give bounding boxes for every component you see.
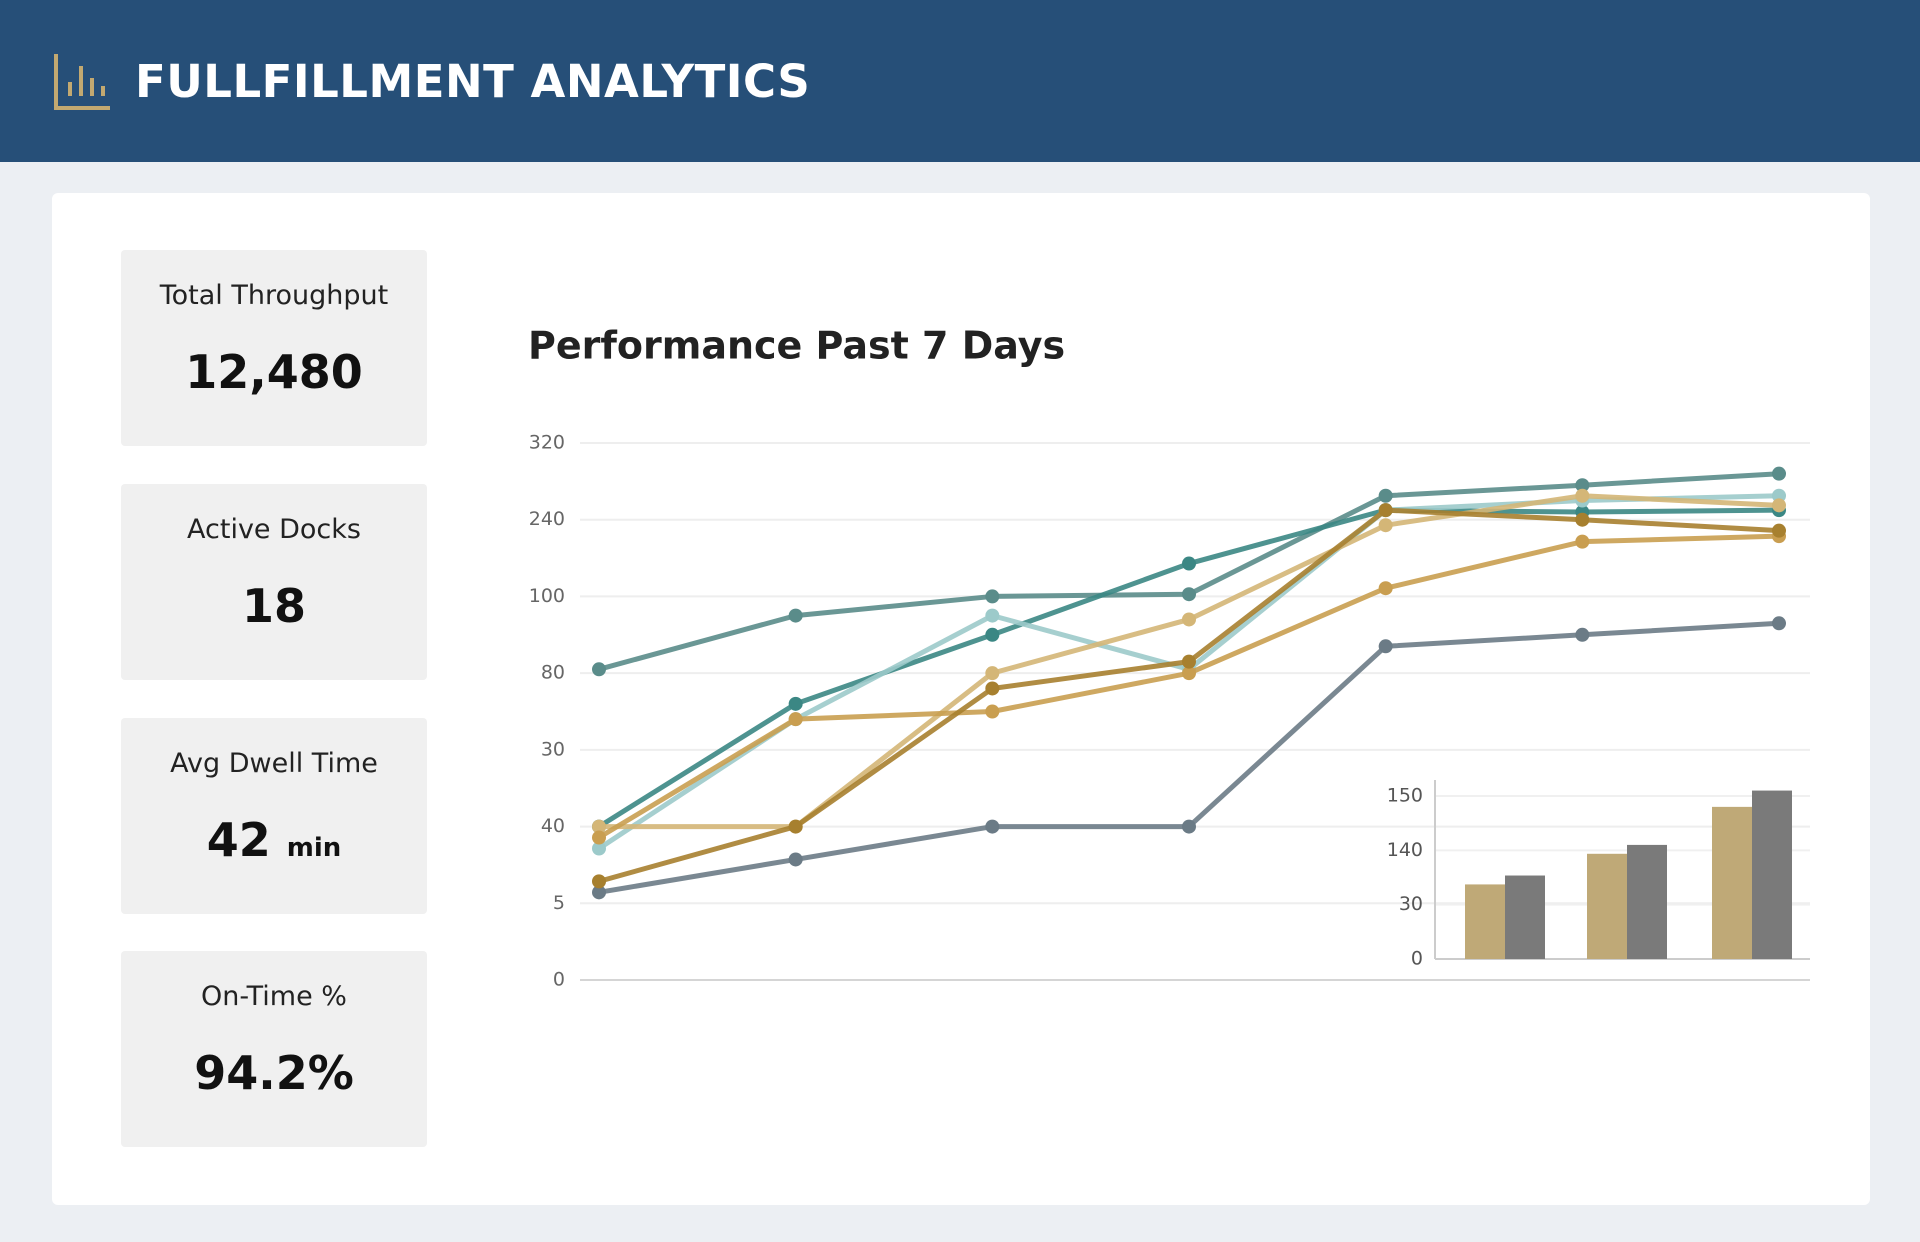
kpi-label: On-Time % xyxy=(201,981,347,1012)
data-point xyxy=(1378,639,1393,654)
data-point xyxy=(788,608,803,623)
y-tick-label: 0 xyxy=(553,969,565,991)
bar xyxy=(1505,875,1545,959)
data-point xyxy=(985,666,1000,681)
header-title: FULLFILLMENT ANALYTICS xyxy=(135,55,811,108)
data-point xyxy=(592,662,606,677)
data-point xyxy=(592,874,606,889)
data-point xyxy=(1772,498,1786,513)
data-point xyxy=(985,704,1000,719)
y-tick-label: 30 xyxy=(1399,893,1423,915)
data-point xyxy=(1575,488,1590,503)
y-tick-label: 40 xyxy=(541,815,565,837)
kpi-label: Avg Dwell Time xyxy=(170,748,378,779)
bar xyxy=(1752,790,1792,959)
header-icon xyxy=(54,54,110,110)
data-point xyxy=(985,589,1000,604)
data-point xyxy=(1182,556,1196,571)
kpi-value: 42 xyxy=(206,813,271,867)
y-tick-label: 80 xyxy=(541,662,565,684)
data-point xyxy=(1772,616,1786,631)
kpi-label: Total Throughput xyxy=(159,280,389,311)
data-point xyxy=(1182,819,1196,834)
kpi-label: Active Docks xyxy=(187,514,361,545)
y-tick-label: 0 xyxy=(1411,948,1423,970)
y-tick-label: 30 xyxy=(541,738,565,760)
data-point xyxy=(1182,612,1196,627)
data-point xyxy=(788,712,803,727)
kpi-card: Avg Dwell Time 42 min xyxy=(121,718,427,914)
bar xyxy=(1465,884,1505,959)
data-point xyxy=(1772,466,1786,481)
kpi-card: Active Docks 18 xyxy=(121,484,427,680)
data-point xyxy=(592,819,606,834)
kpi-value-row: 42 min xyxy=(121,813,427,867)
data-point xyxy=(1772,523,1786,538)
data-point xyxy=(592,841,606,856)
y-tick-label: 100 xyxy=(529,585,565,607)
data-point xyxy=(592,885,606,900)
kpi-card: Total Throughput 12,480 xyxy=(121,250,427,446)
y-tick-label: 240 xyxy=(529,508,565,530)
data-point xyxy=(1575,478,1590,493)
data-point xyxy=(1575,512,1590,527)
kpi-value: 18 xyxy=(241,579,306,633)
data-point xyxy=(1182,587,1196,602)
data-point xyxy=(1378,488,1393,503)
data-point xyxy=(1772,488,1786,503)
data-point xyxy=(1575,534,1590,549)
data-point xyxy=(592,830,606,845)
series-line xyxy=(598,471,1780,672)
kpi-value: 12,480 xyxy=(185,345,363,399)
data-point xyxy=(985,627,1000,642)
bar xyxy=(1712,806,1752,959)
data-point xyxy=(788,696,803,711)
data-point xyxy=(985,819,1000,834)
bar xyxy=(1627,844,1667,959)
data-point xyxy=(1378,581,1393,596)
header: FULLFILLMENT ANALYTICS xyxy=(0,0,1920,162)
data-point xyxy=(985,681,1000,696)
data-point xyxy=(788,852,803,867)
data-point xyxy=(788,819,803,834)
data-point xyxy=(1182,654,1196,669)
y-tick-label: 140 xyxy=(1387,839,1423,861)
y-tick-label: 5 xyxy=(553,892,565,914)
kpi-unit: min xyxy=(286,833,342,863)
data-point xyxy=(1378,518,1393,533)
data-point xyxy=(1378,503,1393,518)
data-point xyxy=(1575,627,1590,642)
y-tick-label: 320 xyxy=(529,432,565,454)
data-point xyxy=(1182,666,1196,681)
kpi-value: 94.2% xyxy=(194,1046,354,1100)
bar xyxy=(1587,853,1627,959)
data-point xyxy=(985,608,1000,623)
chart-title: Performance Past 7 Days xyxy=(528,324,1065,368)
y-tick-label: 150 xyxy=(1387,785,1423,807)
kpi-card: On-Time % 94.2% xyxy=(121,951,427,1147)
